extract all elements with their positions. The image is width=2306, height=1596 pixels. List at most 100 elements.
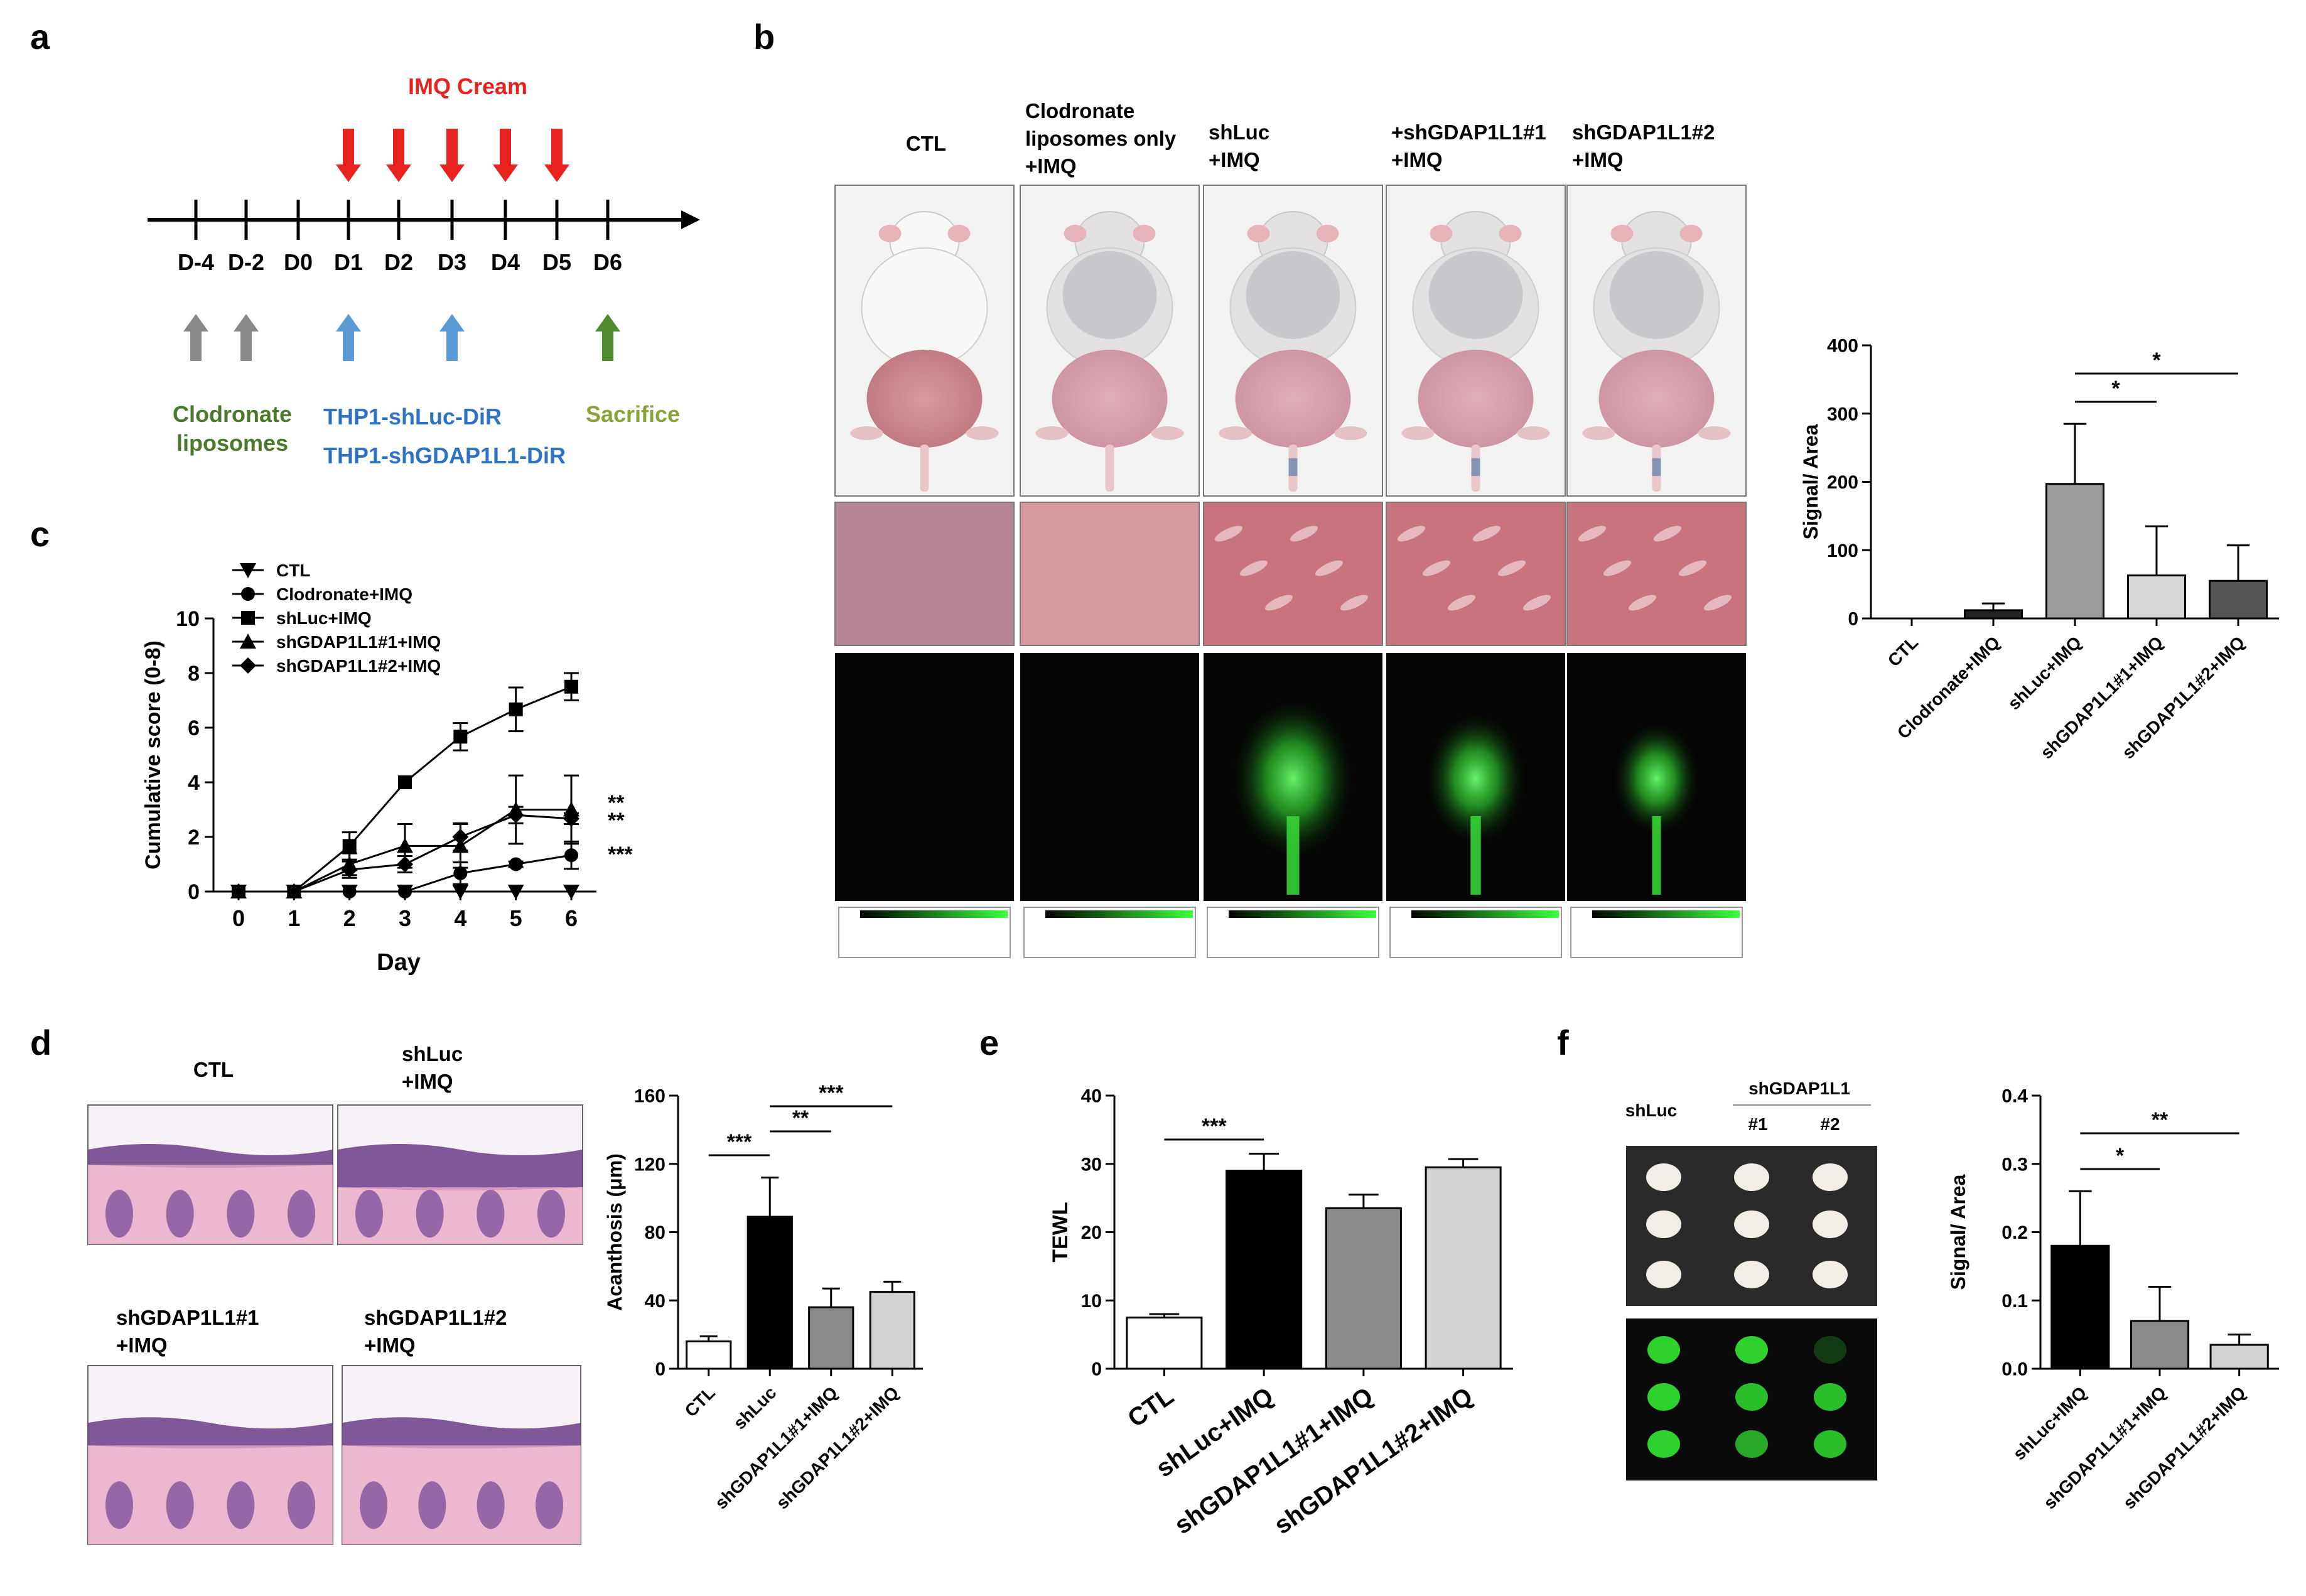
histology-follicle [105, 1481, 133, 1529]
significance-label: *** [819, 1081, 844, 1105]
panel-b-column-label: Clodronate [1025, 99, 1134, 122]
bar [1226, 1170, 1303, 1370]
y-tick-label: 0.2 [2002, 1222, 2028, 1243]
significance-label: *** [608, 843, 633, 866]
y-tick-label: 40 [1081, 1086, 1102, 1107]
y-tick-label: 0 [188, 880, 200, 904]
histology-follicle [288, 1190, 315, 1238]
y-tick-label: 40 [645, 1291, 665, 1312]
mouse-leg [1151, 426, 1184, 440]
thp1-arrow-head [336, 314, 361, 332]
mouse-leg [1401, 426, 1435, 440]
x-tick-label: 1 [288, 905, 300, 931]
y-tick-label: 0.1 [2002, 1291, 2028, 1312]
y-axis-label: Cumulative score (0-8) [141, 640, 165, 870]
fluorescence-signal [1233, 700, 1353, 857]
organ-node [1734, 1210, 1769, 1238]
mouse-tail-mark [1471, 458, 1480, 476]
clodronate-arrow-shaft [190, 330, 202, 361]
histology-follicle [355, 1190, 383, 1238]
panel-c-chart: 0 2 4 6 8 10 0 1 2 3 4 5 6 Day Cumulative score (0-8) C… [141, 561, 633, 976]
skin-scale [1447, 595, 1476, 611]
histology-follicle [227, 1190, 255, 1238]
legend-label: shGDAP1L1#2+IMQ [276, 656, 441, 676]
thp1-shgdap-label: THP1-shGDAP1L1-DiR [323, 443, 566, 468]
mouse-ear [1499, 225, 1522, 242]
mouse-leg [1219, 426, 1252, 440]
timeline-treatment-arrows [183, 129, 620, 361]
significance-label: *** [727, 1130, 752, 1154]
histology-label: +IMQ [364, 1334, 416, 1357]
x-tick-label: shLuc+IMQ [2009, 1383, 2090, 1464]
data-point [341, 861, 358, 878]
skin-scale [1703, 595, 1732, 611]
y-tick-label: 200 [1827, 472, 1858, 493]
imq-arrow-head [493, 164, 518, 182]
fluorescence-image [1020, 653, 1199, 901]
clodronate-label-line1: Clodronate [173, 401, 292, 427]
panel-letter-d: d [30, 1023, 51, 1062]
skin-scale [1522, 595, 1551, 611]
data-point [509, 702, 523, 716]
timeline-ticks [194, 200, 610, 240]
significance-label: * [2111, 377, 2120, 401]
histology-follicle [537, 1190, 565, 1238]
fluorescence-signal [1426, 714, 1525, 843]
data-point [507, 807, 524, 824]
mouse-ear [878, 225, 902, 242]
histology-follicle [288, 1481, 315, 1529]
data-point [563, 810, 579, 827]
y-tick-label: 0.0 [2002, 1359, 2028, 1380]
histology-label: +IMQ [116, 1334, 168, 1357]
y-axis-label: Signal/ Area [1947, 1174, 1969, 1290]
bar [2050, 1244, 2110, 1370]
skin-scale [1397, 526, 1426, 542]
panel-letter-c: c [30, 514, 50, 554]
imq-arrow-shaft [393, 129, 404, 166]
panel-b-column-label: +IMQ [1209, 148, 1260, 171]
y-tick-label: 160 [634, 1086, 665, 1107]
data-point [452, 829, 469, 845]
y-tick-label: 0.3 [2002, 1154, 2028, 1175]
mouse-leg [966, 426, 999, 440]
bar [2130, 1320, 2190, 1370]
histology-follicle [477, 1481, 505, 1529]
y-tick-label: 400 [1827, 336, 1858, 357]
histology-label: shLuc [402, 1042, 463, 1065]
skin-scale [1214, 526, 1243, 542]
mouse-shaved-skin [1598, 350, 1715, 448]
x-axis-label: Day [377, 949, 421, 976]
bar [1425, 1166, 1502, 1370]
mouse-fur-shade [1246, 251, 1340, 339]
x-tick-label: shLuc+IMQ [2004, 632, 2085, 713]
timeline-day-label: D6 [593, 249, 622, 275]
bar [1126, 1316, 1203, 1370]
organ-fluorescence-node [1735, 1430, 1768, 1458]
imq-arrow-head [439, 164, 465, 182]
timeline-day-label: D1 [334, 249, 363, 275]
bar [2127, 574, 2186, 620]
legend-label: shLuc+IMQ [276, 608, 372, 628]
organ-node [1813, 1210, 1848, 1238]
panel-letter-a: a [30, 17, 50, 57]
organ-fluorescence-node [1647, 1336, 1680, 1364]
fluorescence-scale-bar [860, 910, 1008, 918]
panel-letter-b: b [753, 17, 775, 57]
skin-scale [1653, 526, 1682, 542]
legend-label: Clodronate+IMQ [276, 585, 412, 604]
x-tick-label: shGDAP1L1#2+IMQ [772, 1383, 902, 1512]
data-point [398, 775, 412, 789]
data-point [453, 866, 468, 880]
bar [808, 1306, 854, 1370]
y-tick-label: 120 [634, 1154, 665, 1175]
histology-follicle [418, 1481, 446, 1529]
panel-f-organ-images: shLuc shGDAP1L1 #1 #2 [1625, 1079, 1877, 1480]
imq-arrow-head [544, 164, 569, 182]
panel-d-histology: CTL shLuc +IMQ shGDAP1L1#1 +IMQ shGDAP1L1#2 +I… [87, 1042, 583, 1545]
organ-fluorescence-node [1814, 1430, 1846, 1458]
organ-node [1646, 1210, 1681, 1238]
mouse-upper-body [861, 247, 988, 368]
skin-closeup [834, 502, 1015, 646]
fluorescence-scale-bar [1229, 910, 1376, 918]
organ-column-header: shLuc [1625, 1101, 1677, 1120]
